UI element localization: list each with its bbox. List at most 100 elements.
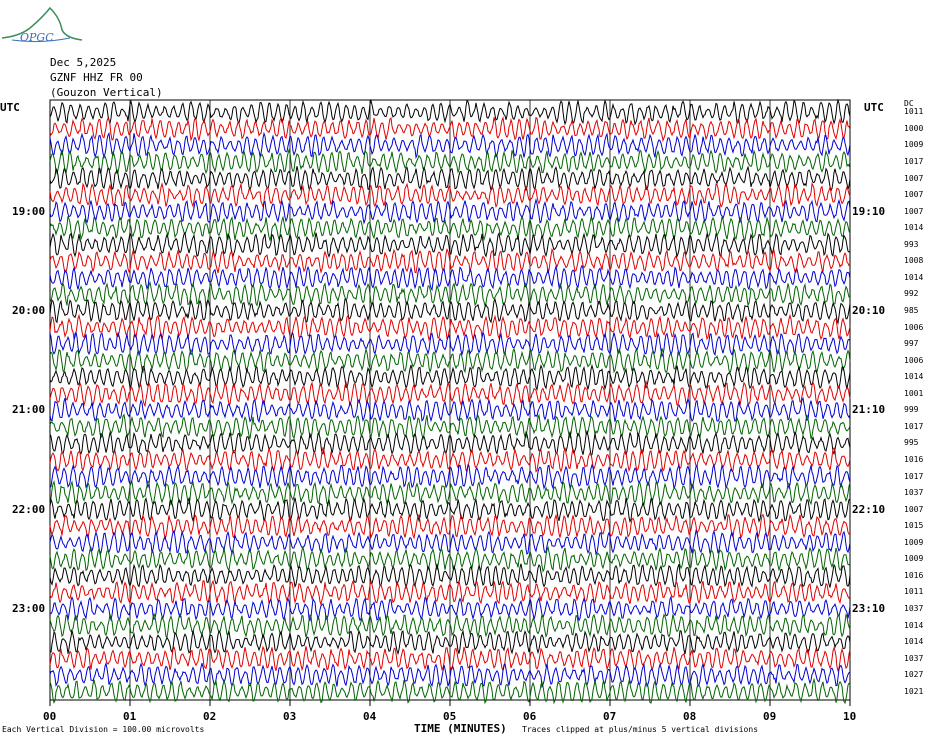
dc-offset-value: 1017 xyxy=(904,421,924,431)
dc-offset-value: 1006 xyxy=(904,322,924,332)
seismic-trace-4 xyxy=(49,165,851,193)
dc-offset-value: 1017 xyxy=(904,471,924,481)
seismic-trace-9 xyxy=(49,247,851,274)
dc-offset-value: 1014 xyxy=(904,637,924,647)
x-tick-label: 00 xyxy=(43,710,57,723)
dc-offset-value: 1037 xyxy=(904,488,924,498)
seismic-trace-29 xyxy=(49,579,851,607)
header-location: (Gouzon Vertical) xyxy=(50,86,163,99)
seismic-trace-34 xyxy=(49,661,851,689)
seismic-trace-17 xyxy=(49,380,851,408)
seismic-trace-16 xyxy=(49,363,851,391)
seismic-trace-6 xyxy=(49,197,851,225)
seismic-trace-18 xyxy=(49,396,851,424)
right-time-label: 19:10 xyxy=(852,204,886,218)
dc-offset-value: 1037 xyxy=(904,653,924,663)
x-tick-label: 04 xyxy=(363,710,377,723)
seismic-trace-8 xyxy=(49,231,851,259)
seismic-trace-15 xyxy=(49,347,851,375)
seismic-trace-32 xyxy=(49,629,851,656)
x-tick-label: 09 xyxy=(763,710,777,723)
seismic-trace-0 xyxy=(49,98,851,126)
right-utc-label: UTC xyxy=(864,101,884,114)
seismic-trace-10 xyxy=(49,264,851,292)
dc-offset-value: 1007 xyxy=(904,206,924,216)
dc-offset-value: 1016 xyxy=(904,570,924,580)
dc-offset-value: 992 xyxy=(904,289,919,299)
logo-swoosh xyxy=(11,37,71,43)
x-tick-label: 03 xyxy=(283,710,297,723)
dc-offset-value: 995 xyxy=(904,438,919,448)
seismic-trace-11 xyxy=(49,280,851,308)
dc-offset-value: 1009 xyxy=(904,140,924,150)
dc-offset-value: 1017 xyxy=(904,156,924,166)
right-time-label: 21:10 xyxy=(852,403,886,417)
seismic-trace-3 xyxy=(49,148,851,175)
left-time-label: 19:00 xyxy=(12,204,46,218)
dc-offset-value: 1027 xyxy=(904,670,924,680)
seismic-trace-30 xyxy=(49,595,851,622)
dc-offset-value: 1014 xyxy=(904,372,924,382)
left-time-label: 21:00 xyxy=(12,403,46,417)
right-time-label: 23:10 xyxy=(852,601,886,615)
footer-clip-note: Traces clipped at plus/minus 5 vertical … xyxy=(522,725,759,734)
dc-offset-value: 1007 xyxy=(904,190,924,200)
dc-offset-value: 1008 xyxy=(904,256,924,266)
dc-offset-value: 1021 xyxy=(904,686,924,696)
dc-offset-value: 997 xyxy=(904,339,919,349)
seismic-trace-12 xyxy=(49,298,851,325)
x-axis-label: TIME (MINUTES) xyxy=(414,722,507,735)
x-tick-label: 02 xyxy=(203,710,217,723)
left-utc-label: UTC xyxy=(0,101,20,114)
opgc-logo: OPGC xyxy=(1,6,83,44)
header-date: Dec 5,2025 xyxy=(50,56,117,69)
x-tick-label: 10 xyxy=(843,710,857,723)
seismic-trace-7 xyxy=(49,215,851,242)
seismic-trace-20 xyxy=(49,429,851,456)
right-time-label: 20:10 xyxy=(852,303,886,317)
seismic-trace-13 xyxy=(49,313,851,342)
dc-offset-value: 985 xyxy=(904,305,919,315)
left-time-label: 20:00 xyxy=(12,303,46,317)
x-tick-label: 06 xyxy=(523,710,537,723)
seismic-trace-25 xyxy=(49,513,851,540)
x-tick-label: 01 xyxy=(123,710,137,723)
seismic-trace-5 xyxy=(49,181,851,209)
seismic-trace-2 xyxy=(49,131,851,160)
dc-offset-value: 1009 xyxy=(904,537,924,547)
dc-offset-value: 1001 xyxy=(904,388,924,398)
dc-header: DC xyxy=(904,99,914,108)
seismic-trace-1 xyxy=(49,116,851,143)
left-time-label: 22:00 xyxy=(12,502,46,516)
dc-offset-value: 1011 xyxy=(904,587,924,597)
logo-mountain-curve xyxy=(1,6,83,41)
dc-offset-value: 1037 xyxy=(904,603,924,613)
dc-offset-value: 1007 xyxy=(904,504,924,514)
logo-text: OPGC xyxy=(20,31,54,44)
header-station: GZNF HHZ FR 00 xyxy=(50,71,143,84)
dc-offset-value: 1014 xyxy=(904,620,924,630)
dc-offset-value: 1011 xyxy=(904,107,924,117)
seismic-trace-28 xyxy=(49,562,851,590)
seismic-trace-23 xyxy=(49,480,851,507)
x-tick-label: 07 xyxy=(603,710,617,723)
dc-offset-value: 1007 xyxy=(904,173,924,183)
dc-offset-value: 1006 xyxy=(904,355,924,365)
x-tick-label: 05 xyxy=(443,710,457,723)
dc-offset-value: 1000 xyxy=(904,123,924,133)
seismic-trace-22 xyxy=(49,463,851,490)
dc-offset-value: 1015 xyxy=(904,521,924,531)
seismic-trace-14 xyxy=(49,330,851,358)
dc-offset-value: 1014 xyxy=(904,223,924,233)
seismic-trace-31 xyxy=(49,612,851,639)
dc-offset-value: 1009 xyxy=(904,554,924,564)
footer-division-note: Each Vertical Division = 100.00 microvol… xyxy=(2,725,205,734)
seismic-trace-19 xyxy=(49,413,851,441)
right-time-label: 22:10 xyxy=(852,502,886,516)
seismic-trace-27 xyxy=(49,545,851,573)
dc-offset-value: 1016 xyxy=(904,454,924,464)
seismic-trace-26 xyxy=(49,529,851,556)
dc-offset-value: 1014 xyxy=(904,272,924,282)
dc-offset-value: 999 xyxy=(904,405,919,415)
